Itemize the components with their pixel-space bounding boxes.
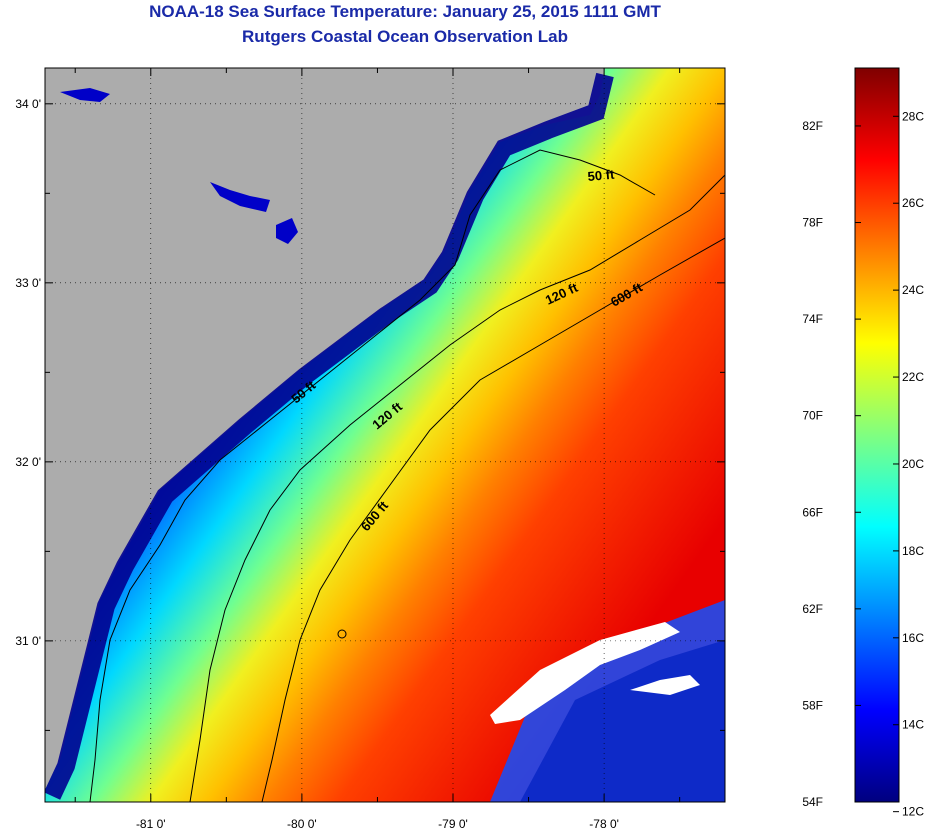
- colorbar-c-label: 14C: [902, 718, 924, 732]
- colorbar-c-label: 12C: [902, 805, 924, 819]
- lon-tick-label: -79 0': [438, 817, 468, 831]
- lat-tick-label: 34 0': [15, 97, 41, 111]
- map-axes: -81 0' -80 0' -79 0' -78 0' 34 0' 33 0' 32 0' 3…: [15, 68, 725, 831]
- contour-50ft: [89, 149, 656, 802]
- colorbar-f-label: 66F: [802, 505, 823, 519]
- lon-tick-label: -81 0': [136, 817, 166, 831]
- colorbar-f-label: 62F: [802, 602, 823, 616]
- contour-600ft-closed: [337, 629, 347, 639]
- colorbar-c-label: 26C: [902, 196, 924, 210]
- colorbar-f-label: 58F: [802, 698, 823, 712]
- colorbar-f-label: 70F: [802, 409, 823, 423]
- lon-tick-label: -80 0': [287, 817, 317, 831]
- cloud-patch: [630, 675, 700, 695]
- cloud-patch: [490, 622, 680, 724]
- colorbar-c-label: 18C: [902, 544, 924, 558]
- coastal-band: [45, 72, 614, 800]
- inland-water: [276, 218, 298, 244]
- map-subtitle: Rutgers Coastal Ocean Observation Lab: [242, 27, 568, 46]
- colorbar-f-label: 82F: [802, 119, 823, 133]
- colorbar-f-label: 74F: [802, 312, 823, 326]
- lat-tick-label: 31 0': [15, 634, 41, 648]
- contour-120ft: [189, 174, 725, 802]
- colorbar-axes: 82F 78F 74F 70F 66F 62F 58F 54F 28C 26C 24C 22C 20C 1…: [802, 109, 924, 818]
- map-title: NOAA-18 Sea Surface Temperature: January…: [149, 2, 661, 21]
- land-mass: [45, 68, 605, 790]
- colorbar-c-label: 16C: [902, 631, 924, 645]
- colorbar-f-label: 78F: [802, 216, 823, 230]
- inland-water: [210, 182, 270, 212]
- lon-tick-label: -78 0': [589, 817, 619, 831]
- lat-tick-label: 33 0': [15, 276, 41, 290]
- colorbar-c-label: 20C: [902, 457, 924, 471]
- colorbar-c-label: 22C: [902, 370, 924, 384]
- contour-label-50ft-north: 50 ft: [587, 167, 616, 184]
- contour-600ft: [261, 237, 725, 802]
- colorbar-fill: [854, 67, 900, 803]
- colorbar-c-label: 28C: [902, 109, 924, 123]
- colorbar-f-label: 54F: [802, 795, 823, 809]
- inland-water: [60, 88, 110, 102]
- map-frame: [44, 67, 726, 803]
- colorbar-c-label: 24C: [902, 283, 924, 297]
- lat-tick-label: 32 0': [15, 455, 41, 469]
